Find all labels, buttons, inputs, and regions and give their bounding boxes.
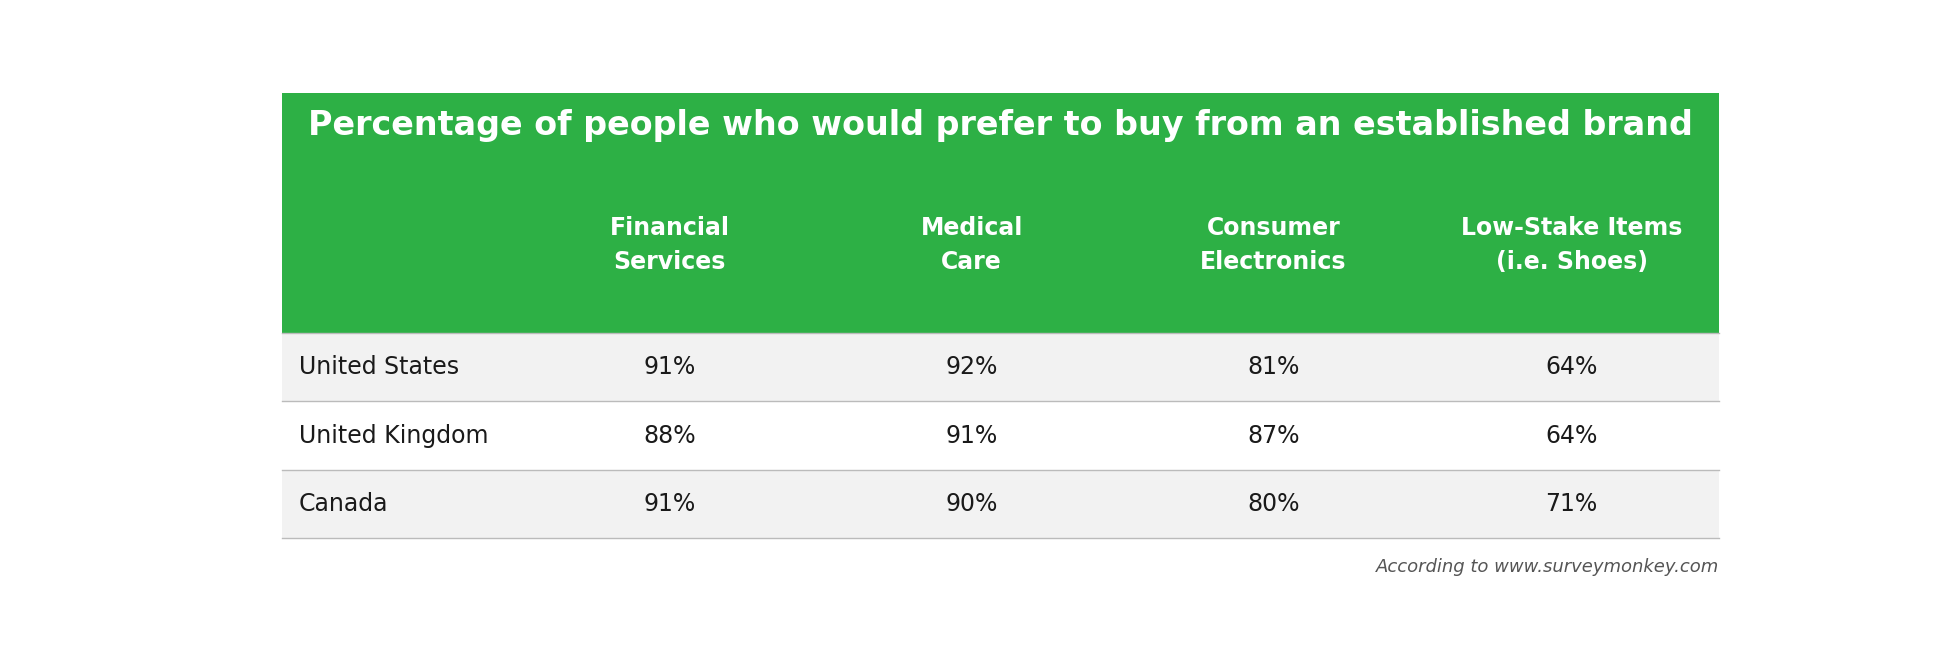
Text: Low-Stake Items
(i.e. Shoes): Low-Stake Items (i.e. Shoes) bbox=[1460, 216, 1683, 274]
Text: According to www.surveymonkey.com: According to www.surveymonkey.com bbox=[1376, 558, 1720, 576]
Bar bbox=[281, 401, 1720, 470]
Text: United States: United States bbox=[299, 355, 459, 379]
Text: Canada: Canada bbox=[299, 492, 388, 516]
Text: 87%: 87% bbox=[1247, 423, 1300, 448]
Text: 92%: 92% bbox=[945, 355, 997, 379]
Text: Medical
Care: Medical Care bbox=[921, 216, 1023, 274]
Bar bbox=[281, 470, 1720, 538]
Text: 64%: 64% bbox=[1546, 423, 1599, 448]
Text: Percentage of people who would prefer to buy from an established brand: Percentage of people who would prefer to… bbox=[308, 108, 1692, 142]
Text: 80%: 80% bbox=[1247, 492, 1300, 516]
Text: 71%: 71% bbox=[1546, 492, 1599, 516]
Text: 91%: 91% bbox=[644, 492, 697, 516]
Text: 91%: 91% bbox=[945, 423, 997, 448]
Text: Consumer
Electronics: Consumer Electronics bbox=[1200, 216, 1347, 274]
Bar bbox=[281, 157, 1720, 333]
Text: 90%: 90% bbox=[945, 492, 997, 516]
Text: Financial
Services: Financial Services bbox=[609, 216, 730, 274]
Text: 91%: 91% bbox=[644, 355, 697, 379]
Text: 88%: 88% bbox=[644, 423, 697, 448]
Bar bbox=[281, 333, 1720, 401]
Text: 81%: 81% bbox=[1247, 355, 1300, 379]
Bar bbox=[281, 93, 1720, 157]
Text: United Kingdom: United Kingdom bbox=[299, 423, 488, 448]
Text: 64%: 64% bbox=[1546, 355, 1599, 379]
